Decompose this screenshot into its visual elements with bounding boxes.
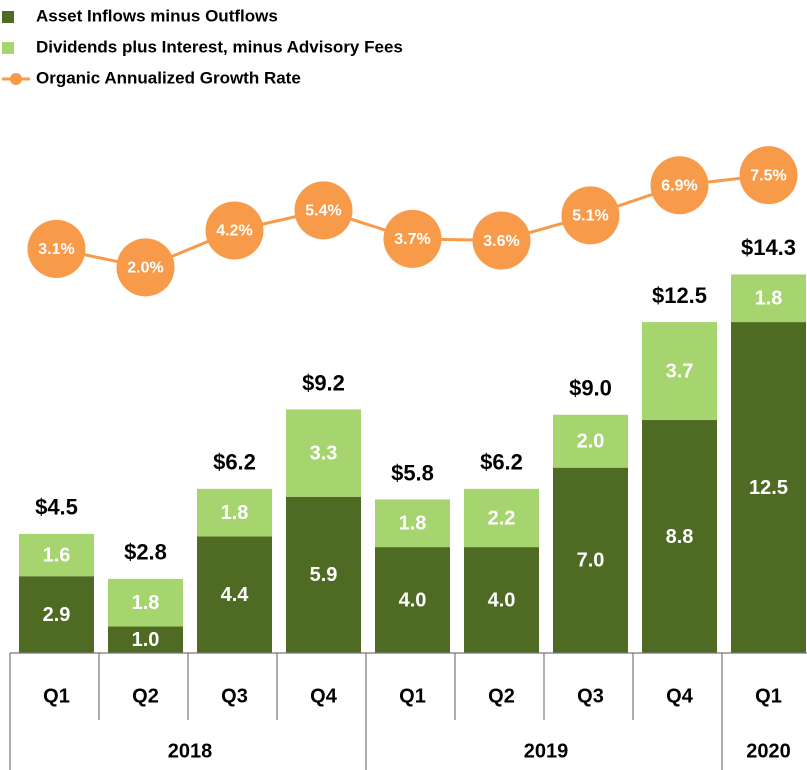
growth-label: 6.9% — [661, 177, 697, 194]
bar-label: 1.8 — [755, 288, 783, 310]
growth-label: 5.4% — [305, 203, 341, 220]
x-tick-label: Q2 — [488, 685, 515, 707]
bar-label: 4.4 — [221, 584, 250, 606]
total-label: $5.8 — [391, 460, 434, 485]
bar-segment — [642, 420, 717, 653]
bar-segment — [375, 499, 450, 548]
group-label: 2018 — [168, 740, 213, 762]
bar-segment — [731, 322, 806, 653]
bar-segment — [108, 626, 183, 653]
growth-label: 7.5% — [750, 167, 786, 184]
x-tick-label: Q1 — [43, 685, 70, 707]
legend-label: Organic Annualized Growth Rate — [36, 68, 301, 87]
bar-segment — [108, 578, 183, 627]
legend-label: Dividends plus Interest, minus Advisory … — [36, 37, 403, 56]
growth-label: 2.0% — [127, 260, 163, 277]
total-label: $6.2 — [480, 450, 523, 475]
x-tick-label: Q1 — [399, 685, 426, 707]
growth-label: 4.2% — [216, 223, 252, 240]
bar-segment — [464, 547, 539, 653]
bar-label: 1.8 — [132, 592, 160, 614]
bar-label: 4.0 — [399, 589, 427, 611]
growth-label: 3.7% — [394, 231, 430, 248]
growth-marker — [650, 156, 709, 215]
growth-marker — [294, 181, 353, 240]
growth-marker — [205, 201, 264, 260]
total-label: $9.0 — [569, 376, 612, 401]
bar-segment — [197, 536, 272, 653]
total-label: $4.5 — [35, 495, 78, 520]
bar-segment — [19, 533, 94, 577]
bar-label: 1.8 — [399, 513, 427, 535]
bar-label: 7.0 — [577, 550, 605, 572]
bar-segment — [553, 467, 628, 653]
bar-segment — [197, 488, 272, 537]
legend-swatch — [2, 11, 14, 23]
x-tick-label: Q2 — [132, 685, 159, 707]
growth-marker — [739, 146, 798, 205]
growth-marker — [383, 209, 442, 268]
x-tick-label: Q3 — [221, 685, 248, 707]
bar-label: 1.0 — [132, 629, 160, 651]
total-label: $14.3 — [741, 235, 796, 260]
growth-marker — [561, 186, 620, 245]
bar-label: 2.0 — [577, 430, 605, 452]
bar-segment — [19, 576, 94, 653]
legend-swatch — [2, 42, 14, 54]
total-label: $12.5 — [652, 283, 707, 308]
legend-label: Asset Inflows minus Outflows — [36, 6, 278, 25]
bar-segment — [286, 496, 361, 653]
bar-label: 3.3 — [310, 442, 338, 464]
bar-label: 12.5 — [749, 477, 788, 499]
group-label: 2019 — [524, 740, 569, 762]
x-tick-label: Q3 — [577, 685, 604, 707]
bar-segment — [464, 488, 539, 548]
bar-segment — [375, 547, 450, 653]
bar-label: 5.9 — [310, 564, 338, 586]
bar-label: 3.7 — [666, 360, 694, 382]
legend-marker — [10, 73, 22, 85]
total-label: $6.2 — [213, 450, 256, 475]
bar-segment — [642, 322, 717, 421]
bar-label: 1.6 — [43, 544, 71, 566]
growth-label: 3.6% — [483, 233, 519, 250]
growth-marker — [472, 211, 531, 270]
bar-label: 2.9 — [43, 604, 71, 626]
bar-label: 8.8 — [666, 526, 694, 548]
growth-label: 5.1% — [572, 208, 608, 225]
bar-segment — [731, 274, 806, 323]
bar-label: 4.0 — [488, 589, 516, 611]
growth-label: 3.1% — [38, 241, 74, 258]
growth-marker — [116, 238, 175, 297]
x-tick-label: Q1 — [755, 685, 782, 707]
x-tick-label: Q4 — [666, 685, 694, 707]
total-label: $2.8 — [124, 540, 167, 565]
bar-segment — [553, 414, 628, 468]
bar-label: 2.2 — [488, 507, 516, 529]
bar-segment — [286, 409, 361, 497]
x-tick-label: Q4 — [310, 685, 338, 707]
growth-marker — [27, 219, 86, 278]
bar-label: 1.8 — [221, 502, 249, 524]
group-label: 2020 — [746, 740, 791, 762]
total-label: $9.2 — [302, 370, 345, 395]
